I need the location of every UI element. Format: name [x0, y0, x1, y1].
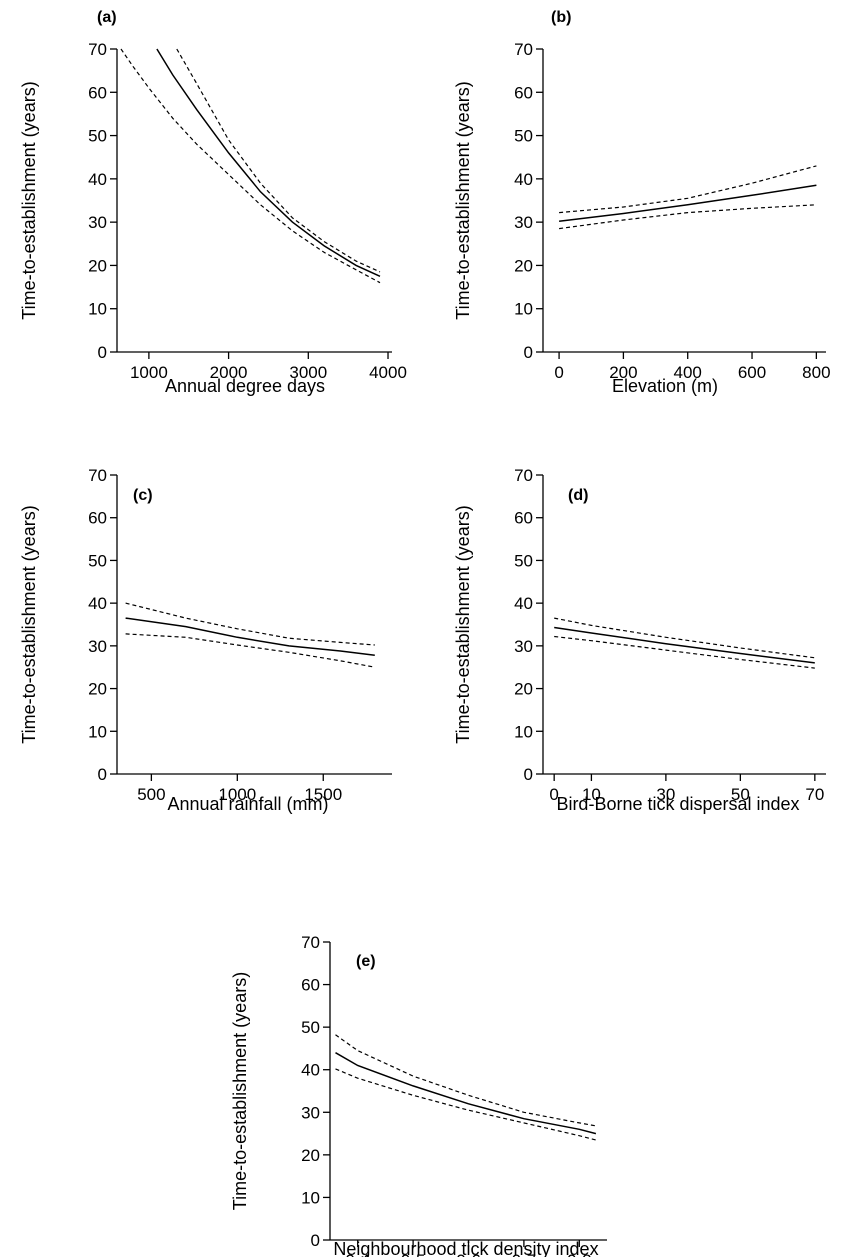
x-tick-label: 1500 — [304, 785, 342, 804]
y-tick-label: 60 — [301, 976, 320, 995]
series-fit-line — [335, 1052, 597, 1135]
panel-label: (c) — [133, 487, 153, 504]
y-tick-label: 30 — [301, 1103, 320, 1122]
series-fit-line — [156, 48, 381, 277]
panel-label: (e) — [356, 953, 376, 970]
panel-b: 0 10 20 30 40 50 60 70 0 200 400 600 800 (b) Elevation… — [453, 9, 831, 396]
x-tick-label: 0·5 — [401, 1251, 426, 1257]
y-tick-label: 40 — [514, 170, 533, 189]
x-tick-label: 3000 — [289, 363, 327, 382]
panel-label: (d) — [568, 487, 588, 504]
y-tick-label: 60 — [514, 509, 533, 528]
y-tick-label: 40 — [88, 170, 107, 189]
panel-d: 0 10 20 30 40 50 60 70 0 10 30 50 70 (d) Bird-Borne ti… — [453, 466, 826, 814]
x-tick-label: 1000 — [130, 363, 168, 382]
x-tick-label: 2000 — [210, 363, 248, 382]
y-tick-label: 50 — [88, 127, 107, 146]
series-lower-line — [559, 204, 817, 230]
x-tick-label: 0 — [549, 785, 558, 804]
y-tick-label: 60 — [88, 83, 107, 102]
panel-label: (b) — [551, 9, 571, 26]
y-tick-label: 30 — [88, 637, 107, 656]
y-tick-label: 0 — [311, 1231, 320, 1250]
x-axis-title: Annual rainfall (mm) — [167, 794, 328, 814]
y-tick-label: 30 — [88, 213, 107, 232]
y-tick-label: 40 — [514, 594, 533, 613]
y-tick-label: 70 — [88, 466, 107, 485]
series-upper-line — [335, 1034, 597, 1127]
panel-e: 0 10 20 30 40 50 60 70 0·4 0·5 0·6 0·7 0·8 (e) Neighbo… — [230, 933, 607, 1257]
y-tick-label: 10 — [514, 722, 533, 741]
x-tick-label: 0·8 — [567, 1251, 592, 1257]
y-axis-title: Time-to-establishment (years) — [453, 81, 473, 319]
y-tick-label: 70 — [514, 40, 533, 59]
y-tick-label: 0 — [524, 765, 533, 784]
series-fit-line — [125, 617, 375, 657]
y-tick-label: 70 — [301, 933, 320, 952]
panel-c: 0 10 20 30 40 50 60 70 500 1000 1500 (c) Annual rain… — [19, 466, 392, 814]
y-tick-label: 0 — [524, 343, 533, 362]
y-tick-label: 10 — [88, 722, 107, 741]
y-tick-label: 30 — [514, 637, 533, 656]
y-tick-label: 20 — [88, 680, 107, 699]
x-axis-title: Bird-Borne tick dispersal index — [556, 794, 799, 814]
series-lower-line — [554, 635, 815, 669]
y-tick-label: 50 — [301, 1018, 320, 1037]
panel-a: 0 10 20 30 40 50 60 70 1000 2000 3000 4000 (a) Annual… — [19, 9, 407, 396]
x-tick-label: 0 — [554, 363, 563, 382]
x-axis-title: Elevation (m) — [612, 376, 718, 396]
x-axis-title: Neighbourhood tick density index — [333, 1239, 598, 1257]
series-lower-line — [335, 1068, 597, 1141]
y-tick-label: 10 — [88, 300, 107, 319]
series-upper-line — [554, 617, 815, 659]
x-tick-label: 0·6 — [456, 1251, 481, 1257]
panel-label: (a) — [97, 9, 117, 26]
y-tick-label: 20 — [514, 680, 533, 699]
y-tick-label: 50 — [514, 551, 533, 570]
y-tick-label: 70 — [88, 40, 107, 59]
y-tick-label: 50 — [514, 127, 533, 146]
series-upper-line — [125, 602, 375, 646]
x-tick-label: 200 — [609, 363, 637, 382]
y-tick-label: 10 — [301, 1188, 320, 1207]
x-tick-label: 800 — [802, 363, 830, 382]
y-tick-label: 20 — [88, 256, 107, 275]
y-tick-label: 20 — [301, 1146, 320, 1165]
y-axis-title: Time-to-establishment (years) — [19, 81, 39, 319]
x-tick-label: 50 — [731, 785, 750, 804]
y-tick-label: 60 — [88, 509, 107, 528]
x-axis-title: Annual degree days — [165, 376, 325, 396]
x-tick-label: 30 — [656, 785, 675, 804]
x-tick-label: 0·7 — [512, 1251, 537, 1257]
y-tick-label: 20 — [514, 256, 533, 275]
y-tick-label: 40 — [88, 594, 107, 613]
x-tick-label: 0·4 — [345, 1251, 370, 1257]
y-tick-label: 70 — [514, 466, 533, 485]
x-tick-label: 4000 — [369, 363, 407, 382]
x-tick-label: 600 — [738, 363, 766, 382]
x-tick-label: 10 — [582, 785, 601, 804]
y-tick-label: 10 — [514, 300, 533, 319]
y-axis-title: Time-to-establishment (years) — [230, 972, 250, 1210]
series-upper-line — [559, 165, 817, 214]
y-tick-label: 0 — [98, 343, 107, 362]
x-tick-label: 70 — [805, 785, 824, 804]
series-upper-line — [176, 48, 381, 273]
series-lower-line — [120, 48, 381, 284]
series-fit-line — [554, 626, 815, 664]
y-axis-title: Time-to-establishment (years) — [453, 505, 473, 743]
y-tick-label: 40 — [301, 1061, 320, 1080]
series-fit-line — [559, 184, 817, 223]
x-tick-label: 1000 — [218, 785, 256, 804]
y-tick-label: 60 — [514, 83, 533, 102]
y-axis-title: Time-to-establishment (years) — [19, 505, 39, 743]
y-tick-label: 50 — [88, 551, 107, 570]
series-lower-line — [125, 633, 375, 668]
y-tick-label: 0 — [98, 765, 107, 784]
x-tick-label: 400 — [674, 363, 702, 382]
y-tick-label: 30 — [514, 213, 533, 232]
x-tick-label: 500 — [137, 785, 165, 804]
